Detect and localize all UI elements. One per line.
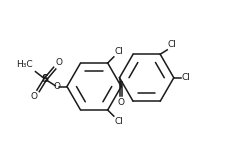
- Text: O: O: [56, 58, 63, 67]
- Text: Cl: Cl: [168, 40, 177, 49]
- Text: O: O: [54, 82, 61, 91]
- Text: S: S: [42, 75, 49, 84]
- Text: O: O: [30, 92, 37, 101]
- Text: Cl: Cl: [115, 117, 123, 126]
- Text: Cl: Cl: [115, 47, 123, 56]
- Text: Cl: Cl: [182, 73, 190, 82]
- Text: O: O: [118, 98, 125, 107]
- Text: H₃C: H₃C: [16, 60, 33, 69]
